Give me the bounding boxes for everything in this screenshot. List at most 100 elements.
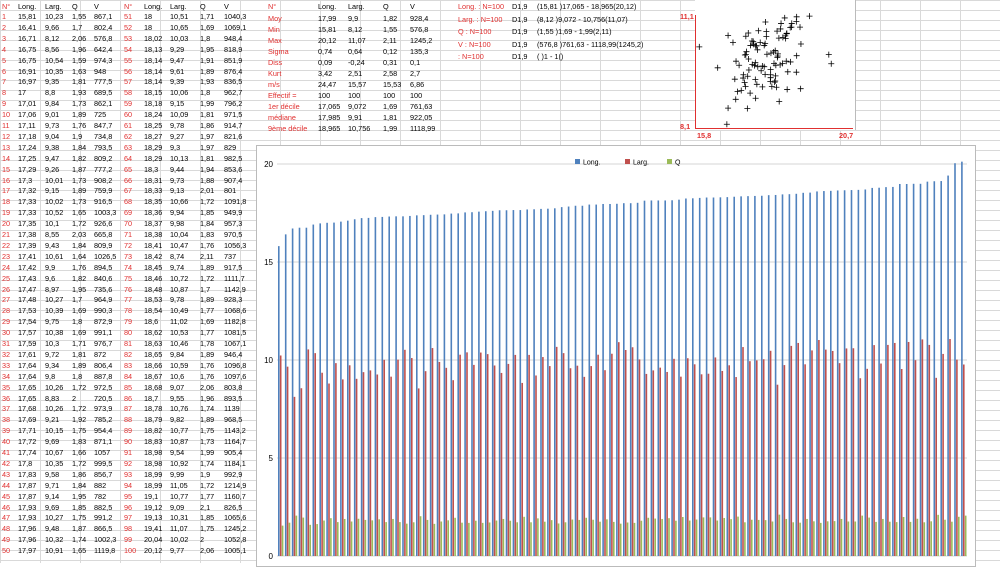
table-cell: 1,93 [200, 77, 215, 87]
table-cell: 1,95 [72, 284, 87, 294]
table-cell: 9,84 [170, 349, 185, 359]
table-cell: 964,9 [94, 295, 113, 305]
bar-long [312, 224, 315, 556]
table-cell: 10,31 [170, 513, 189, 523]
table-cell: 851,9 [224, 55, 243, 65]
bar-larg [404, 349, 406, 556]
bar-q [882, 518, 884, 556]
table-cell: 1,94 [200, 164, 215, 174]
table-cell: 17,33 [18, 208, 37, 218]
bar-q [544, 521, 546, 556]
table-cell: 1056,3 [224, 240, 247, 250]
table-cell: 17,87 [18, 491, 37, 501]
bar-long [643, 200, 646, 556]
table-cell: 9,47 [170, 55, 185, 65]
stats-cell: 18,965 [318, 124, 341, 133]
table-cell: 1096,8 [224, 360, 247, 370]
row-number: 21 [2, 230, 11, 239]
scatter-chart[interactable]: 11,1 8,1 15,8 20,7 [680, 0, 856, 140]
table-cell: 856,7 [94, 469, 113, 479]
bar-long [409, 215, 411, 556]
table-cell: 1,97 [200, 142, 215, 152]
table-cell: 17,68 [18, 404, 37, 414]
bar-q [633, 522, 636, 556]
stats-cell: 1245,2 [410, 36, 433, 45]
bar-long [850, 190, 853, 556]
table-cell: 1,86 [200, 121, 215, 130]
bar-larg [431, 348, 434, 556]
bar-larg [604, 370, 606, 556]
bar-long [816, 191, 818, 556]
table-cell: 2,06 [200, 546, 215, 556]
table-cell: 1,89 [72, 186, 87, 196]
table-cell: 836,5 [224, 77, 243, 87]
table-cell: 10,47 [170, 240, 189, 250]
row-number: 47 [2, 513, 11, 523]
table-cell: 17,57 [18, 328, 37, 338]
table-cell: 1,87 [72, 164, 87, 174]
table-cell: 1005,1 [224, 546, 247, 556]
bar-long [788, 194, 791, 556]
table-cell: 16,71 [18, 33, 37, 43]
table-cell: 9,84 [45, 99, 60, 109]
table-cell: 826,5 [224, 502, 243, 512]
table-cell: 9,27 [170, 131, 185, 141]
bar-chart[interactable]: 0 5 10 15 20 Long. Larg. Q [256, 145, 976, 567]
bar-larg [624, 350, 627, 556]
row-number: 57 [124, 77, 133, 87]
table-cell: 642,4 [94, 44, 113, 54]
table-cell: 957,3 [224, 219, 243, 229]
bar-long [540, 208, 542, 556]
table-cell: 1,76 [72, 262, 87, 272]
bar-q [461, 522, 463, 556]
table-cell: 10,92 [170, 458, 189, 468]
table-cell: 1003,3 [94, 208, 117, 218]
table-cell: 971,5 [224, 110, 243, 120]
table-cell: 16,97 [18, 77, 37, 87]
bar-long [326, 222, 328, 557]
table-cell: 982,5 [224, 153, 243, 163]
row-number: 96 [124, 502, 133, 512]
bar-larg [335, 363, 337, 556]
stats-row-label: Min [268, 25, 280, 34]
table-cell: 737 [224, 251, 237, 261]
table-cell: 1,97 [200, 131, 215, 141]
table-cell: 17,87 [18, 480, 37, 490]
row-number: 100 [124, 546, 137, 556]
table-cell: 18,35 [144, 197, 163, 207]
bar-q [585, 517, 587, 556]
table-cell: 9,13 [170, 186, 185, 196]
legend-swatch [625, 159, 630, 164]
table-cell: 1,89 [200, 295, 215, 305]
row-number: 22 [2, 240, 11, 250]
bar-larg [707, 373, 710, 556]
bar-long [388, 216, 390, 556]
bar-larg [721, 370, 724, 556]
table-cell: 948,4 [224, 33, 243, 43]
bar-larg [797, 342, 799, 556]
bar-larg [362, 372, 365, 556]
scatter-y-bottom-label: 8,1 [680, 122, 691, 131]
table-cell: 18 [144, 12, 153, 21]
row-number: 54 [124, 44, 133, 54]
table-cell: 17,83 [18, 469, 37, 479]
stats-cell: 17,985 [318, 113, 341, 122]
bar-q [937, 514, 939, 556]
scatter-point [723, 121, 730, 128]
table-cell: 1081,5 [224, 328, 247, 338]
bar-q [716, 520, 719, 556]
bar-long [864, 189, 867, 557]
table-cell: 18,29 [144, 153, 163, 163]
summary-text: (1,55 )1,69 - 1,99(2,11) [537, 27, 612, 36]
scatter-point [783, 58, 790, 65]
scatter-point [825, 51, 832, 58]
bar-q [426, 519, 429, 556]
stats-cell: 20,12 [318, 36, 337, 45]
bar-long [767, 195, 770, 556]
table-cell: 974,3 [94, 55, 113, 65]
table-cell: 777,5 [94, 77, 113, 87]
bar-larg [507, 363, 510, 556]
bar-q [868, 517, 870, 556]
row-number: 99 [124, 535, 133, 545]
table-cell: 18,33 [144, 186, 163, 196]
